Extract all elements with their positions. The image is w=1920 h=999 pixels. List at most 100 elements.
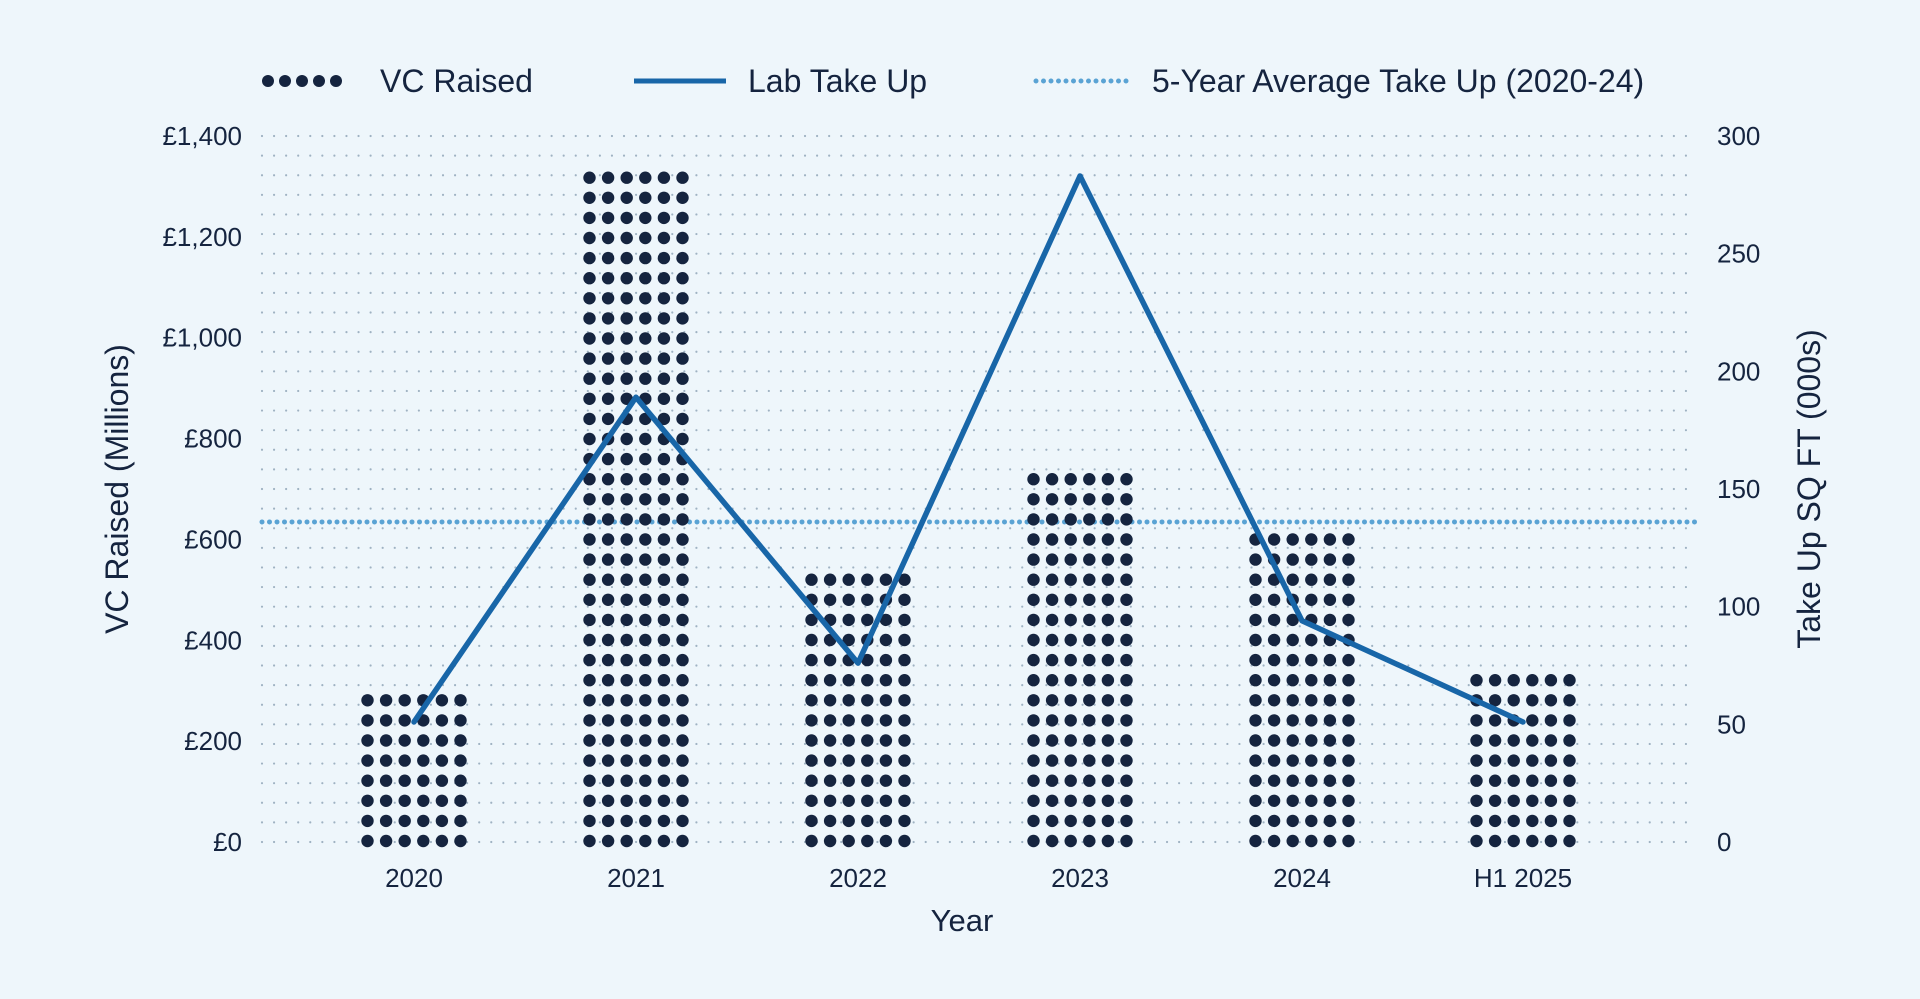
bar-dot xyxy=(1267,674,1281,687)
bar-dot xyxy=(1027,814,1040,828)
bar-dot xyxy=(676,312,689,325)
bar-dot xyxy=(639,814,652,828)
bar-dot xyxy=(639,231,652,245)
bar-dot xyxy=(1120,593,1133,606)
bar-dot xyxy=(842,694,855,707)
bar-dot xyxy=(1101,633,1115,647)
bar-dot xyxy=(1470,734,1483,747)
bar-dot xyxy=(583,674,596,687)
bar-dot xyxy=(1323,734,1337,747)
bar-dot xyxy=(583,412,596,426)
bar-dot xyxy=(1305,633,1318,647)
bar-dot xyxy=(620,372,633,385)
x-tick-label: 2020 xyxy=(385,863,443,893)
bar-dot xyxy=(639,171,652,184)
bar-dot xyxy=(1286,533,1299,546)
bar-dot xyxy=(639,513,652,526)
bar-dot xyxy=(1101,834,1115,848)
bar-dot xyxy=(1045,674,1059,687)
bar-dot xyxy=(1101,674,1115,687)
bar-dot xyxy=(620,593,633,606)
bar-dot xyxy=(1045,553,1059,566)
bar-dot xyxy=(1286,613,1299,627)
bar-dot xyxy=(1267,633,1281,647)
bar-dot xyxy=(601,392,615,405)
bar-dot xyxy=(676,593,689,606)
bar-dot xyxy=(1526,754,1539,767)
bar-dot xyxy=(805,694,818,707)
bar-dot xyxy=(898,593,911,606)
bar-dot xyxy=(676,553,689,566)
bar-dot xyxy=(676,191,689,204)
bar-dot xyxy=(1507,814,1520,828)
bar-dot xyxy=(1488,714,1502,727)
bar-dot xyxy=(620,452,633,466)
bar-dot xyxy=(1488,774,1502,787)
bar-dot xyxy=(1342,814,1355,828)
bar-dot xyxy=(1342,754,1355,767)
bar-dot xyxy=(1323,834,1337,848)
bar-dot xyxy=(601,814,615,828)
bar-dot xyxy=(620,332,633,345)
bar-dot xyxy=(898,674,911,687)
bar-dot xyxy=(1083,513,1096,526)
bar-dot xyxy=(898,754,911,767)
bar-dot xyxy=(454,734,467,747)
bar-dot xyxy=(1267,653,1281,667)
bar-dot xyxy=(620,473,633,486)
lab-take-up-point xyxy=(633,394,639,400)
lab-take-up-point xyxy=(1077,173,1083,179)
bar-dot xyxy=(805,814,818,828)
bar-dot xyxy=(1563,694,1576,707)
bar-dot xyxy=(1120,814,1133,828)
bar-dot xyxy=(454,754,467,767)
bar-dot xyxy=(454,714,467,727)
bar-dot xyxy=(1120,513,1133,526)
bar-dot xyxy=(601,834,615,848)
bar-dot xyxy=(879,774,893,787)
bar-dot xyxy=(676,633,689,647)
bar-dot xyxy=(842,794,855,807)
bar-dot xyxy=(1342,674,1355,687)
bar-dot xyxy=(1027,473,1040,486)
bar-dot xyxy=(1101,714,1115,727)
bar-dot xyxy=(601,653,615,667)
bar-dot xyxy=(583,493,596,506)
bar-dot xyxy=(1323,814,1337,828)
bar-dot xyxy=(1083,613,1096,627)
bar-dot xyxy=(1045,493,1059,506)
bar-dot xyxy=(823,794,837,807)
bar-dot xyxy=(1286,633,1299,647)
bar-dot xyxy=(657,633,671,647)
bar-dot xyxy=(676,332,689,345)
bar-dot xyxy=(583,473,596,486)
bar-dot xyxy=(1045,593,1059,606)
bar-dot xyxy=(1083,754,1096,767)
bar-dot xyxy=(1544,754,1558,767)
bar-dot xyxy=(657,473,671,486)
bar-dot xyxy=(861,794,874,807)
bar-dot xyxy=(1083,694,1096,707)
bar-dot xyxy=(861,653,874,667)
bar-dot xyxy=(1249,774,1262,787)
bar-dot xyxy=(1101,653,1115,667)
y-axis-title: VC Raised (Millions) xyxy=(99,344,135,634)
bar-dot xyxy=(657,392,671,405)
bar-dot xyxy=(1249,834,1262,848)
bar-dot xyxy=(805,754,818,767)
bar-dot xyxy=(1083,553,1096,566)
bar-dot xyxy=(639,473,652,486)
bar-dot xyxy=(823,714,837,727)
bar-dot xyxy=(361,694,374,707)
bar-dot xyxy=(879,834,893,848)
bar-dot xyxy=(417,814,430,828)
bar-dot xyxy=(676,573,689,586)
bar-dot xyxy=(1470,794,1483,807)
bar-dot xyxy=(1101,553,1115,566)
bar-dot xyxy=(676,734,689,747)
bar-dot xyxy=(583,633,596,647)
bar-dot xyxy=(823,754,837,767)
bar-dot xyxy=(1064,774,1077,787)
bar-dot xyxy=(1267,533,1281,546)
bar-dot xyxy=(676,613,689,627)
